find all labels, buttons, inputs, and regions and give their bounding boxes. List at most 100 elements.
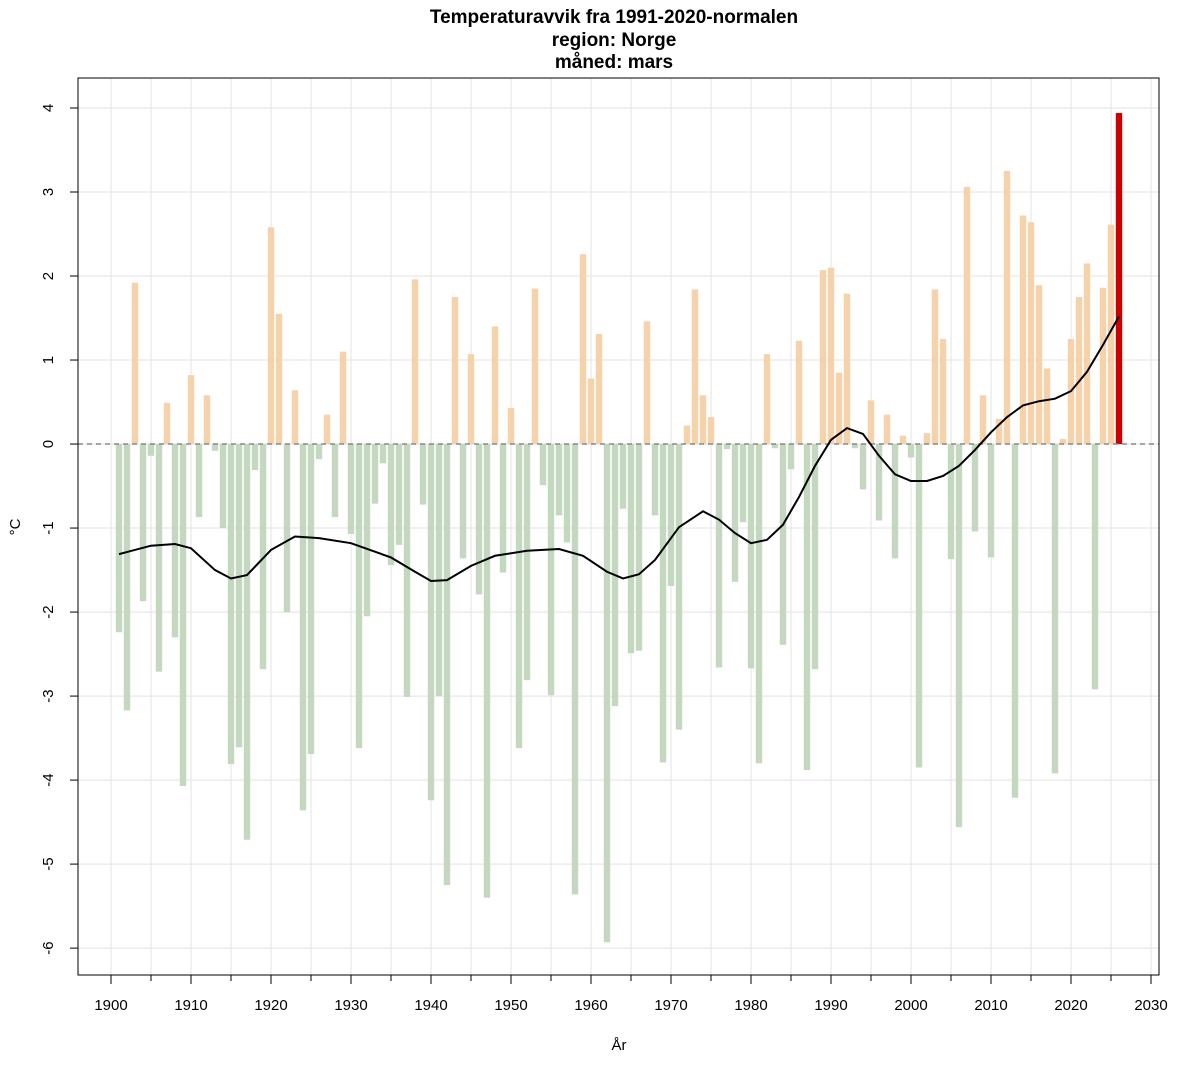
bar [427,444,435,801]
x-tick-label: 1910 [174,997,207,1014]
y-tick-label: -1 [40,521,57,534]
trend-line [118,315,1120,582]
bar [323,414,331,445]
bar [267,227,275,445]
bar [139,444,147,602]
bar [115,444,123,633]
bar [1059,439,1067,445]
y-tick-label: 4 [40,104,57,112]
bar [715,444,723,668]
bar [667,444,675,587]
bar [459,444,467,559]
bar [755,444,763,764]
y-tick-label: -3 [40,689,57,702]
bar [675,444,683,730]
bar [227,444,235,765]
bar [579,254,587,445]
bar [259,444,267,670]
bar [1003,171,1011,445]
x-tick-label: 2030 [1134,997,1167,1014]
bar [1115,113,1123,445]
bar [627,444,635,654]
bar [307,444,315,755]
bar [395,444,403,545]
bar [419,444,427,505]
bar [835,372,843,445]
bar [779,444,787,645]
chart-subtitle: måned: mars [555,52,673,73]
x-tick-label: 1940 [414,997,447,1014]
bar [211,444,219,451]
bar [219,444,227,529]
bar [435,444,443,697]
bar [923,433,931,445]
bar [539,444,547,486]
x-tick-label: 2020 [1054,997,1087,1014]
bar [603,444,611,943]
x-tick-label: 1950 [494,997,527,1014]
bar [1051,444,1059,774]
bar [363,444,371,617]
bar [859,444,867,490]
bar [163,402,171,445]
bar [1107,224,1115,445]
bar [931,289,939,445]
bar [195,444,203,518]
bar [387,444,395,566]
bar [635,444,643,651]
bar [819,270,827,445]
bar [787,444,795,470]
bar [403,444,411,697]
x-tick-label: 1920 [254,997,287,1014]
bar [843,293,851,445]
bar [483,444,491,898]
bar [523,444,531,681]
bar [875,444,883,521]
bar [723,444,731,450]
bar [979,395,987,445]
bar [1019,215,1027,445]
x-tick-label: 1930 [334,997,367,1014]
bar [867,400,875,445]
bar [851,444,859,449]
bar [571,444,579,895]
bar [995,418,1003,445]
bar [243,444,251,840]
bar [291,390,299,445]
bar [283,444,291,613]
bar [451,297,459,445]
bar [1027,222,1035,445]
bar [315,444,323,460]
bar [899,435,907,445]
x-tick-label: 2000 [894,997,927,1014]
bar [939,339,947,445]
bar [963,186,971,445]
y-tick-label: 3 [40,188,57,196]
bar [347,444,355,534]
y-tick-label: 2 [40,272,57,280]
bar [947,444,955,560]
bar [467,354,475,445]
bar [531,288,539,445]
bar [707,417,715,445]
x-tick-label: 1970 [654,997,687,1014]
bar [891,444,899,559]
bar [731,444,739,582]
y-tick-label: -5 [40,857,57,870]
bar [803,444,811,771]
bar [1035,285,1043,445]
bar [739,444,747,523]
bar [147,444,155,456]
bar [515,444,523,749]
bar [691,289,699,445]
bar [1011,444,1019,798]
bar [475,444,483,595]
y-axis-label: °C [7,518,24,535]
bar [771,444,779,449]
bar [987,444,995,558]
bar [507,407,515,445]
bar [555,444,563,516]
bar [907,444,915,458]
x-tick-label: 2010 [974,997,1007,1014]
bar [659,444,667,763]
